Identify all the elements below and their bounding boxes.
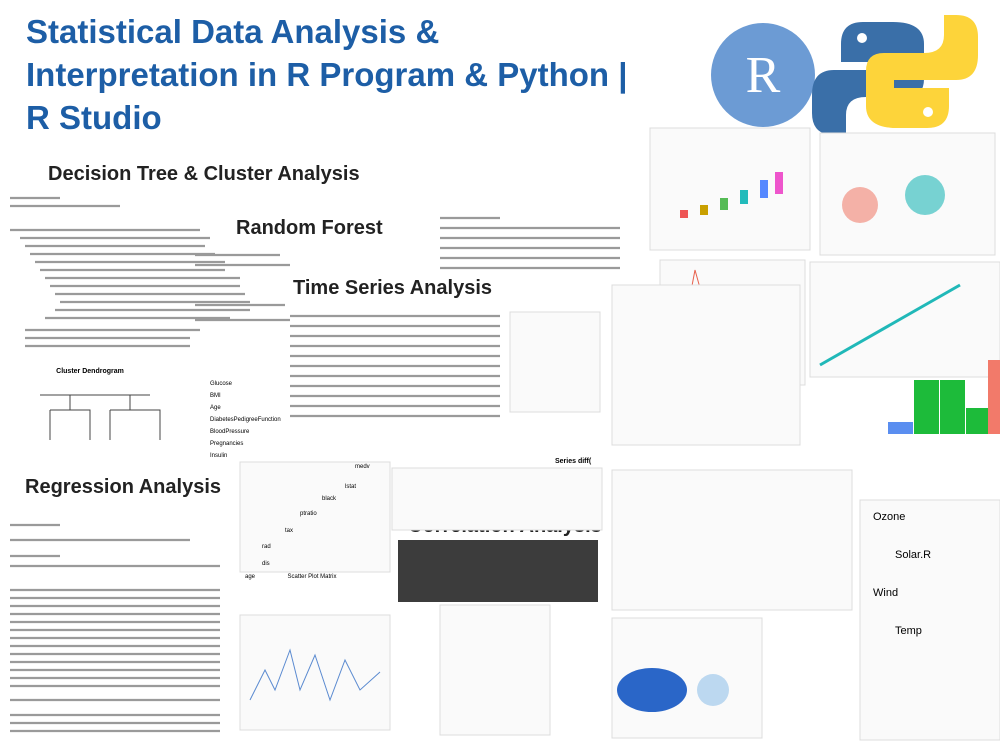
correlogram [439,604,551,736]
title-line: Interpretation in R Program & Python | [26,56,627,93]
python-logo [812,15,978,135]
plot-title: Scatter Plot Matrix [287,574,336,580]
var-label: BMI [210,393,221,399]
section-title: Regression Analysis [25,476,221,498]
matrix-labels: medv lstat black ptratio tax rad dis age [245,464,370,580]
ts-plot [509,311,601,413]
var-label: Insulin [210,453,227,459]
code-block [10,196,620,733]
boxplot [649,127,811,251]
correlation-table [398,540,598,602]
dendrogram [40,394,161,440]
importance-list: Glucose BMI Age DiabetesPedigreeFunction Blo… [210,381,281,459]
plot-title: Series diff( [555,458,592,465]
var-label: lstat [345,484,356,490]
point-plot [611,284,801,446]
title-line: R Studio [26,99,162,136]
line-series [249,648,381,702]
regression-plot [809,261,1000,378]
var-label: dis [262,561,270,567]
corr-circle [617,668,687,712]
var-label: age [245,574,256,580]
regression-line [819,283,961,367]
var-label: rad [262,544,271,550]
air-labels: Ozone Solar.R Wind Temp [873,511,931,637]
line-plot [239,614,391,731]
pairs-plot [859,499,1000,741]
var-label: DiabetesPedigreeFunction [210,417,281,423]
var-label: Wind [873,587,898,599]
section-title: Random Forest [236,217,383,239]
class-scatter [611,469,853,611]
var-label: black [322,496,337,502]
scatter-cloud [905,175,945,215]
r-logo-text: R [746,47,781,104]
var-label: Temp [895,625,922,637]
var-label: tax [285,528,293,534]
var-label: ptratio [300,511,317,517]
boxes [680,172,783,218]
var-label: Glucose [210,381,233,387]
var-label: Age [210,405,221,411]
var-label: Solar.R [895,549,931,561]
var-label: Pregnancies [210,441,243,447]
section-title: Decision Tree & Cluster Analysis [48,163,360,185]
scatter-cloud [842,187,878,223]
var-label: BloodPressure [210,429,250,435]
scatter-matrix [239,461,391,573]
plot-title: Cluster Dendrogram [56,368,124,375]
corr-circle [697,674,729,706]
var-label: Ozone [873,511,905,523]
bar-plot [888,360,1000,434]
var-label: medv [355,464,370,470]
title-line: Statistical Data Analysis & [26,13,439,50]
series-plot [391,467,603,531]
r-logo [711,23,815,127]
section-title: Time Series Analysis [293,277,492,299]
